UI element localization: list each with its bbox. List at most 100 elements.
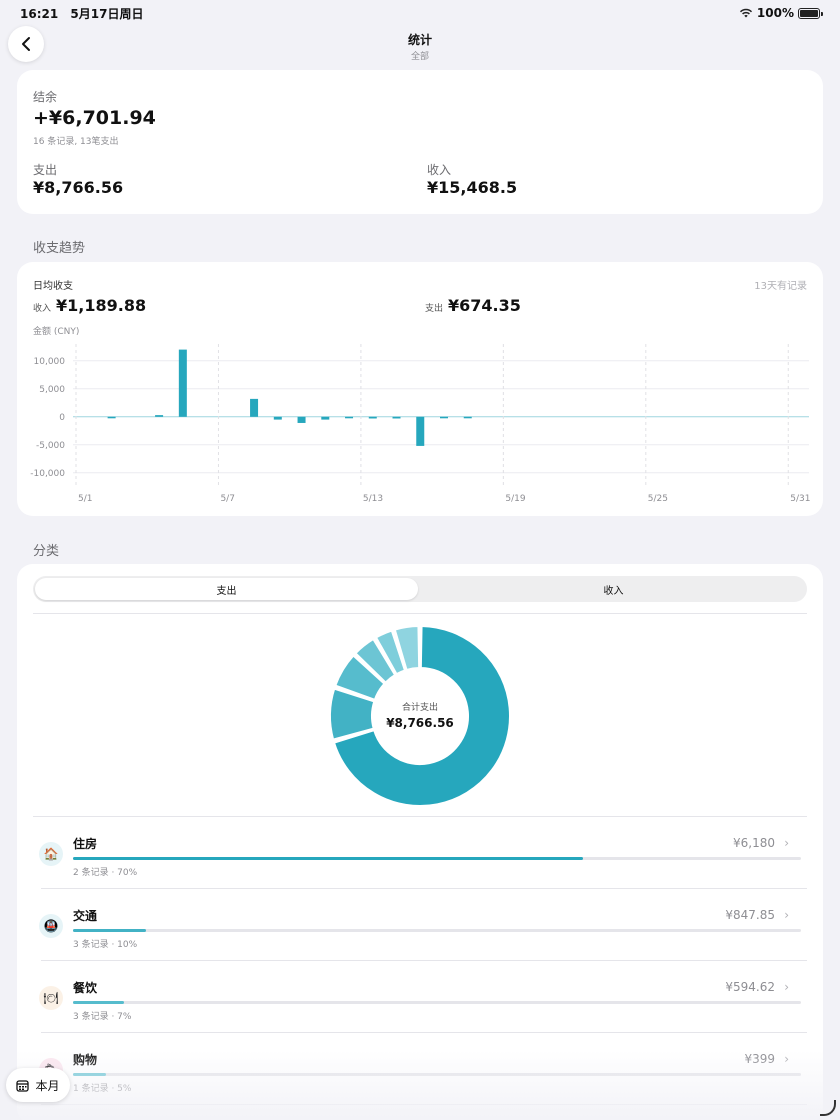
trend-bar-chart: 10,000 5,000 0 -5,000 -10,000 5/1 5/7 5/13 5/19 5…	[30, 344, 810, 504]
daily-income-value: ¥1,189.88	[56, 296, 147, 315]
donut-slice[interactable]	[393, 625, 421, 671]
daily-expense-value: ¥674.35	[448, 296, 521, 315]
category-progress-track	[73, 929, 801, 932]
chevron-left-icon	[22, 37, 30, 51]
page-subtitle: 全部	[410, 52, 429, 62]
x-tick-label: 5/13	[363, 494, 383, 504]
category-glyph: 🚇	[43, 919, 59, 933]
chevron-right-icon: ›	[784, 908, 789, 922]
category-amount: ¥594.62	[725, 980, 775, 994]
chart-bar[interactable]	[155, 415, 164, 417]
daily-income: 收入 ¥1,189.88	[33, 296, 146, 315]
house-icon: 🏠	[39, 842, 63, 866]
category-progress-fill	[73, 1001, 124, 1004]
category-name: 住房	[73, 837, 98, 851]
category-progress-fill	[73, 929, 146, 932]
page-title: 统计	[407, 33, 432, 47]
donut-slice[interactable]	[354, 638, 397, 684]
category-amount: ¥6,180	[733, 836, 775, 850]
back-button[interactable]	[8, 26, 44, 62]
y-tick-label: 0	[59, 413, 65, 423]
records-note: 16 条记录, 13笔支出	[33, 137, 119, 147]
x-tick-label: 5/19	[505, 494, 525, 504]
chart-bar[interactable]	[440, 416, 448, 419]
row-separator	[41, 1032, 807, 1033]
category-name: 交通	[73, 909, 98, 923]
daily-expense: 支出 ¥674.35	[425, 296, 521, 315]
divider	[33, 816, 807, 817]
chart-bar[interactable]	[250, 398, 259, 417]
chevron-right-icon: ›	[784, 836, 789, 850]
days-hint: 13天有记录	[754, 281, 807, 292]
donut-slice[interactable]	[333, 625, 511, 807]
category-card: 支出 收入 合计支出 ¥8,766.56 🏠 住房 ¥6,180 › 2 条记录…	[17, 564, 823, 1120]
dining-icon: 🍽	[39, 986, 63, 1010]
category-progress-track	[73, 1001, 801, 1004]
chart-bar[interactable]	[178, 349, 187, 417]
chart-bar[interactable]	[297, 416, 306, 423]
category-row[interactable]: 🏠 住房 ¥6,180 › 2 条记录 · 70%	[33, 817, 807, 889]
category-segmented-control: 支出 收入	[33, 576, 807, 602]
donut-slice[interactable]	[375, 629, 406, 676]
category-progress-fill	[73, 857, 583, 860]
chart-bar[interactable]	[273, 416, 282, 420]
donut-center: 合计支出 ¥8,766.56	[330, 700, 510, 730]
category-progress-track	[73, 857, 801, 860]
y-tick-label: -10,000	[30, 469, 65, 479]
category-row[interactable]: 🚇 交通 ¥847.85 › 3 条记录 · 10%	[33, 889, 807, 961]
category-meta: 3 条记录 · 7%	[73, 1012, 132, 1022]
chart-bar[interactable]	[463, 416, 472, 419]
expense-label: 支出	[33, 163, 58, 177]
summary-card: 结余 +¥6,701.94 16 条记录, 13笔支出 支出 ¥8,766.56…	[17, 70, 823, 214]
status-time: 16:21	[20, 6, 59, 21]
category-glyph: 🍽	[43, 991, 59, 1005]
donut-value: ¥8,766.56	[386, 716, 454, 730]
category-section-title: 分类	[33, 544, 60, 559]
chevron-right-icon: ›	[784, 980, 789, 994]
chart-bar[interactable]	[321, 416, 330, 420]
status-bar: 16:21 5月17日周日 100%	[0, 0, 840, 26]
y-tick-label: -5,000	[36, 441, 65, 451]
income-value: ¥15,468.5	[427, 178, 518, 197]
bus-icon: 🚇	[39, 914, 63, 938]
category-name: 餐饮	[73, 981, 98, 995]
battery-percent: 100%	[756, 6, 794, 20]
chart-bar[interactable]	[368, 416, 377, 419]
x-tick-label: 5/25	[648, 494, 668, 504]
calendar-icon	[16, 1079, 30, 1092]
category-row[interactable]: 🍽 餐饮 ¥594.62 › 3 条记录 · 7%	[33, 961, 807, 1033]
battery-icon	[798, 7, 823, 19]
donut-slice[interactable]	[329, 687, 376, 741]
donut-label: 合计支出	[401, 703, 438, 713]
daily-label: 日均收支	[33, 281, 73, 292]
chart-bar[interactable]	[416, 416, 425, 446]
chart-bar[interactable]	[392, 416, 401, 419]
expense-value: ¥8,766.56	[33, 178, 124, 197]
balance-value: +¥6,701.94	[33, 107, 156, 129]
chart-bar[interactable]	[345, 416, 354, 419]
wifi-icon	[739, 8, 752, 18]
status-date: 5月17日周日	[70, 6, 144, 21]
daily-expense-key: 支出	[425, 304, 444, 314]
daily-income-key: 收入	[33, 304, 52, 314]
y-axis-unit: 金额 (CNY)	[33, 327, 80, 337]
category-meta: 2 条记录 · 70%	[73, 868, 138, 878]
month-filter-label: 本月	[35, 1078, 60, 1093]
divider	[33, 613, 807, 614]
row-separator	[41, 888, 807, 889]
tab-expense[interactable]: 支出	[35, 578, 418, 600]
x-tick-label: 5/7	[220, 494, 234, 504]
trend-card: 日均收支 13天有记录 收入 ¥1,189.88 支出 ¥674.35 金额 (…	[17, 262, 823, 516]
income-label: 收入	[427, 163, 452, 177]
tab-income[interactable]: 收入	[603, 585, 624, 597]
category-donut-chart	[329, 625, 511, 807]
donut-slice[interactable]	[334, 654, 386, 701]
category-amount: ¥847.85	[725, 908, 775, 922]
bottom-fade	[0, 1050, 840, 1120]
category-meta: 3 条记录 · 10%	[73, 940, 138, 950]
x-tick-label: 5/31	[790, 494, 810, 504]
chart-bar[interactable]	[107, 416, 116, 419]
trend-section-title: 收支趋势	[33, 241, 86, 256]
month-filter-button[interactable]: 本月	[6, 1068, 70, 1102]
nav-title: 统计 全部	[0, 31, 840, 62]
